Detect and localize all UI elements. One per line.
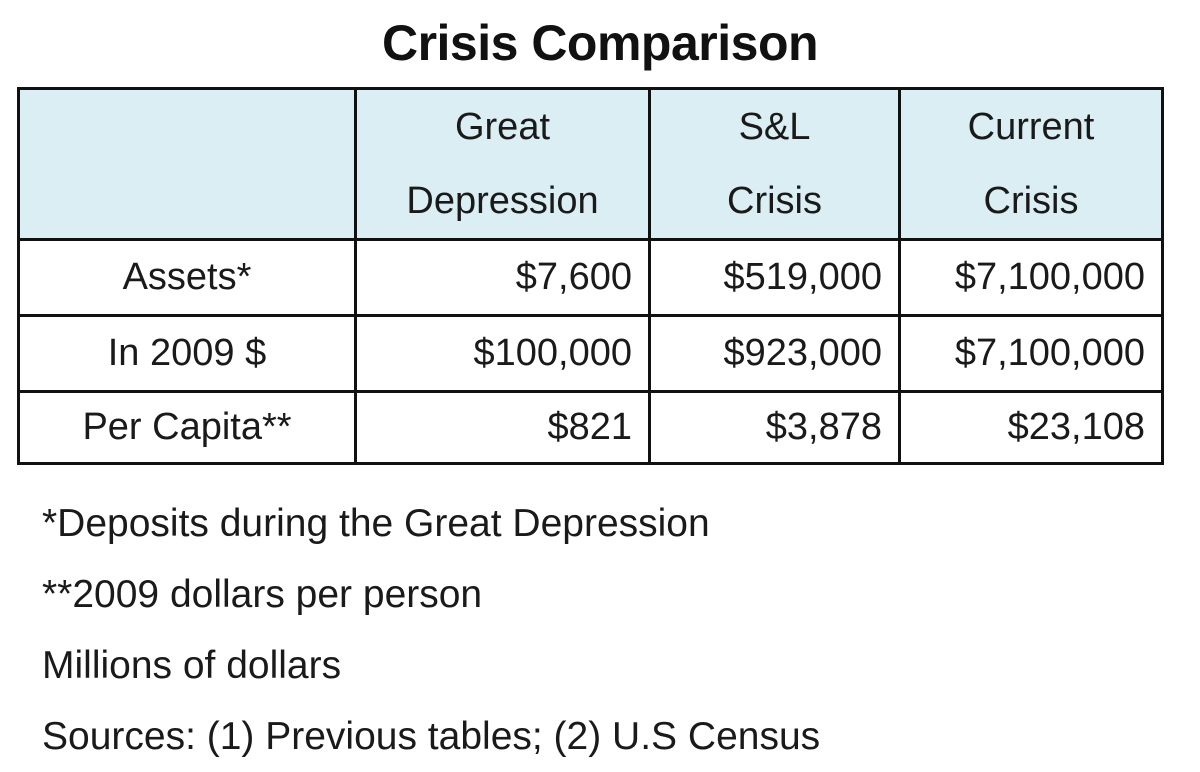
header-line: Crisis: [727, 180, 822, 222]
table-cell: $519,000: [648, 238, 901, 317]
table-row: In 2009 $ $100,000 $923,000 $7,100,000: [17, 314, 1164, 393]
table-cell: $100,000: [354, 314, 651, 393]
header-cell-current-crisis: Current Crisis: [898, 87, 1164, 241]
row-label: Assets*: [17, 238, 357, 317]
header-line: Current: [967, 106, 1095, 148]
header-line: Great: [454, 106, 551, 148]
header-cell-great-depression: Great Depression: [354, 87, 651, 241]
row-label: In 2009 $: [17, 314, 357, 393]
header-cell-empty: [17, 87, 357, 241]
table-cell: $3,878: [648, 390, 901, 465]
footnotes: *Deposits during the Great Depression **…: [42, 488, 820, 772]
table-cell: $821: [354, 390, 651, 465]
header-cell-sl-crisis: S&L Crisis: [648, 87, 901, 241]
footnote-deposits: *Deposits during the Great Depression: [42, 502, 710, 545]
table-cell: $7,100,000: [898, 314, 1164, 393]
header-line: Crisis: [983, 180, 1079, 222]
row-label: Per Capita**: [17, 390, 357, 465]
table-header-row: Great Depression S&L Crisis Current Cris…: [17, 87, 1164, 241]
table-row: Per Capita** $821 $3,878 $23,108: [17, 390, 1164, 465]
header-line: Depression: [406, 180, 599, 222]
table-cell: $23,108: [898, 390, 1164, 465]
header-line: S&L: [738, 106, 811, 148]
table-row: Assets* $7,600 $519,000 $7,100,000: [17, 238, 1164, 317]
footnote-sources: Sources: (1) Previous tables; (2) U.S Ce…: [42, 715, 821, 758]
footnote-per-person: **2009 dollars per person: [42, 573, 483, 616]
page-title: Crisis Comparison: [381, 15, 819, 71]
crisis-comparison-table: Great Depression S&L Crisis Current Cris…: [17, 87, 1164, 465]
table-cell: $7,100,000: [898, 238, 1164, 317]
table-cell: $923,000: [648, 314, 901, 393]
footnote-units: Millions of dollars: [42, 644, 342, 687]
table-cell: $7,600: [354, 238, 651, 317]
